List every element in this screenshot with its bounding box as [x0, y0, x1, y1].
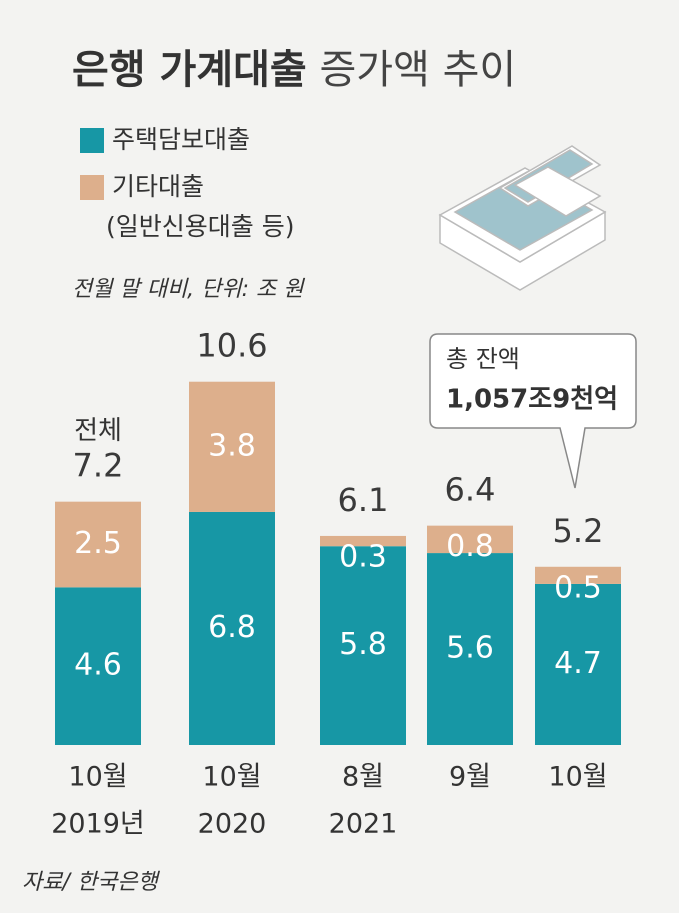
money-icon: [438, 145, 607, 291]
legend-note: (일반신용대출 등): [106, 212, 294, 241]
source: 자료/ 한국은행: [22, 870, 161, 895]
bar-segment: [55, 501, 141, 588]
value-label: 4.7: [554, 646, 602, 681]
bar-segment: [189, 381, 275, 512]
x-year-label: 2019년: [51, 809, 145, 840]
value-label: 3.8: [208, 428, 256, 463]
x-year-label: 2021: [329, 809, 398, 840]
total-label: 5.2: [553, 512, 604, 550]
value-label: 2.5: [74, 526, 122, 561]
bar-segment: [320, 546, 406, 745]
legend-swatch: [80, 128, 104, 153]
total-label: 7.2: [73, 447, 124, 485]
total-label: 6.4: [445, 471, 496, 509]
value-label: 0.5: [554, 570, 602, 605]
value-label: 6.8: [208, 610, 256, 645]
x-tick-label: 10월: [548, 762, 607, 793]
legend-label: 주택담보대출: [112, 125, 250, 154]
bar-segment: [427, 525, 513, 554]
total-label: 6.1: [338, 481, 389, 519]
annotation-line: 총 잔액: [446, 345, 520, 373]
bar-segment: [535, 566, 621, 584]
bar-segment: [535, 583, 621, 745]
bar-segment: [427, 553, 513, 745]
legend-label: 기타대출: [112, 172, 204, 201]
callout: 총 잔액 1,057조9천억: [429, 333, 637, 489]
x-year-label: 2020: [198, 809, 267, 840]
value-label: 4.6: [74, 648, 122, 683]
x-tick-label: 10월: [68, 762, 127, 793]
total-caption: 전체: [74, 416, 122, 446]
x-tick-label: 8월: [342, 762, 384, 793]
legend-swatch: [80, 175, 104, 200]
value-label: 0.3: [339, 539, 387, 574]
total-label: 10.6: [196, 327, 267, 365]
x-tick-label: 10월: [202, 762, 261, 793]
subtitle: 전월 말 대비, 단위: 조 원: [72, 277, 305, 302]
value-label: 5.8: [339, 627, 387, 662]
bar-segment: [189, 511, 275, 745]
value-label: 5.6: [446, 631, 494, 666]
title-rest: 증가액 추이: [319, 47, 516, 93]
value-label: 0.8: [446, 529, 494, 564]
bar-segment: [55, 587, 141, 745]
chart-title: 은행 가계대출 증가액 추이: [72, 47, 516, 93]
annotation-line: 1,057조9천억: [446, 385, 618, 415]
bar-segment: [320, 535, 406, 547]
x-tick-label: 9월: [449, 762, 491, 793]
title-bold: 은행 가계대출: [72, 47, 307, 93]
